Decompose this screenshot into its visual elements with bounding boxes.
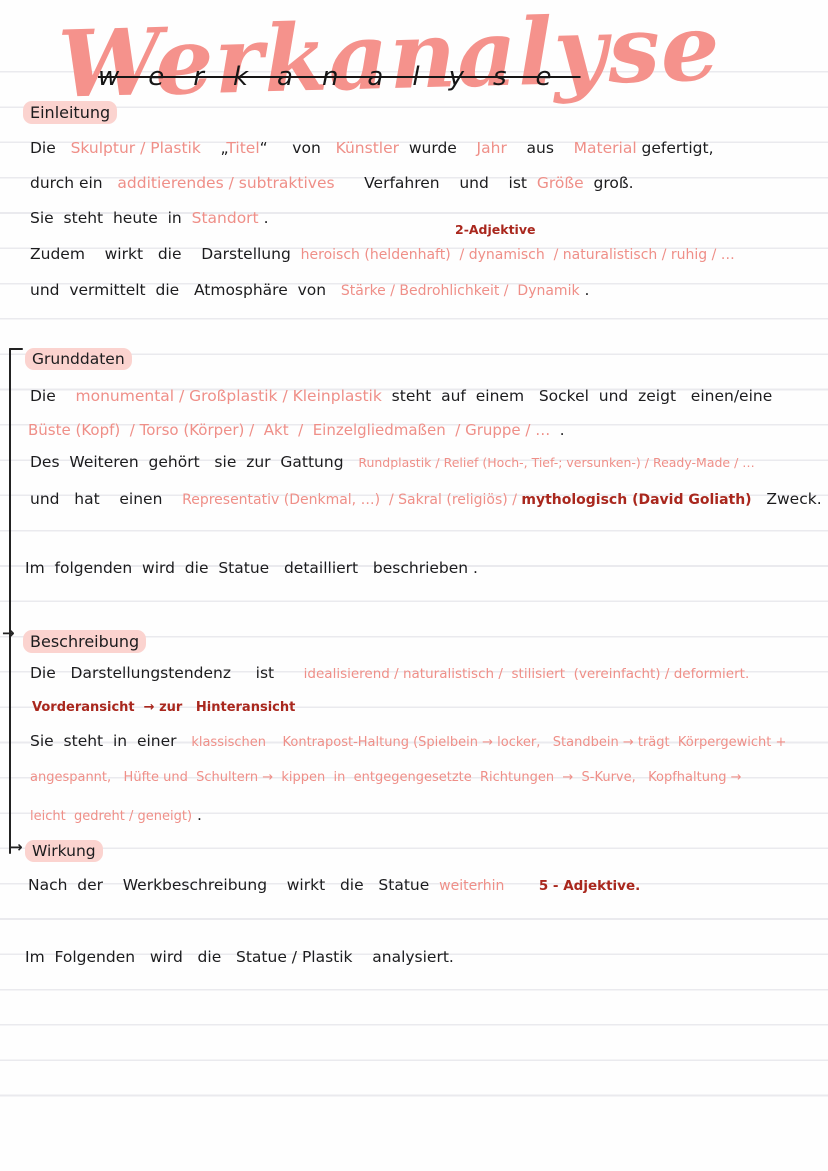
text-segment: Vorderansicht → zur Hinteransicht	[32, 700, 296, 715]
grunddaten-line-1: Die monumental / Großplastik / Kleinplas…	[30, 387, 772, 406]
section-title-beschreibung: Beschreibung	[23, 630, 147, 653]
text-segment: aus	[506, 139, 574, 157]
text-segment: gefertigt,	[636, 139, 714, 157]
label-2-adjektive: 2-Adjektive	[455, 222, 535, 238]
text-segment: und vermittelt die Atmosphäre von	[30, 281, 341, 299]
text-segment: und hat einen	[30, 490, 183, 508]
section-title-wirkung: Wirkung	[25, 840, 103, 862]
beschreibung-line-1: Die Darstellungstendenz ist idealisieren…	[30, 664, 749, 683]
text-segment: durch ein	[30, 174, 118, 192]
text-segment: Nach der Werkbeschreibung wirkt die Stat…	[28, 876, 440, 894]
text-segment: Die Darstellungstendenz ist	[30, 664, 304, 682]
text-segment: Des Weiteren gehört sie zur Gattung	[30, 453, 359, 471]
beschreibung-line-3: Sie steht in einer klassischen Kontrapos…	[30, 732, 786, 751]
text-segment: Büste (Kopf) / Torso (Körper) / Akt / Ei…	[28, 421, 551, 439]
text-segment: Standort	[191, 209, 259, 227]
beschreibung-line-4: angespannt, Hüfte und Schultern → kippen…	[30, 770, 741, 786]
einleitung-line-5: und vermittelt die Atmosphäre von Stärke…	[30, 281, 589, 301]
text-segment: heroisch (heldenhaft) / dynamisch / natu…	[300, 247, 735, 263]
text-segment: Zweck.	[751, 490, 822, 508]
text-segment: .	[579, 281, 590, 299]
text-segment: Zudem wirkt die Darstellung	[30, 245, 301, 263]
text-segment: Material	[573, 139, 637, 157]
text-segment: Titel	[226, 139, 260, 157]
section-title-einleitung: Einleitung	[23, 101, 118, 124]
text-segment: weiterhin	[439, 878, 505, 894]
section-title-grunddaten: Grunddaten	[25, 348, 132, 370]
closing-line: Im Folgenden wird die Statue / Plastik a…	[25, 948, 454, 967]
text-segment: .	[258, 209, 269, 227]
grunddaten-line-3: Des Weiteren gehört sie zur Gattung Rund…	[30, 453, 755, 472]
beschreibung-line-5: leicht gedreht / geneigt) .	[30, 806, 202, 825]
text-segment: Sie steht heute in	[30, 209, 192, 227]
text-segment: Wirkung	[25, 840, 103, 862]
text-segment: wurde	[399, 139, 477, 157]
text-segment: Im folgenden wird die Statue detailliert…	[25, 559, 478, 577]
text-segment: Skulptur / Plastik	[70, 139, 201, 157]
text-segment: idealisierend / naturalistisch / stilisi…	[303, 666, 750, 682]
text-segment: leicht gedreht / geneigt)	[30, 809, 193, 824]
ruled-lines	[0, 71, 828, 1103]
text-segment: additierendes / subtraktives	[117, 174, 335, 192]
text-segment: Im Folgenden wird die Statue / Plastik a…	[25, 948, 454, 966]
text-segment: Künstler	[335, 139, 399, 157]
text-segment: Rundplastik / Relief (Hoch-, Tief-; vers…	[358, 455, 755, 470]
text-segment: „	[200, 139, 227, 157]
einleitung-line-3: Sie steht heute in Standort .	[30, 209, 269, 228]
text-segment: steht auf einem Sockel und zeigt einen/e…	[381, 387, 773, 405]
text-segment: “ von	[259, 139, 336, 157]
text-segment: Grunddaten	[25, 348, 132, 370]
left-bracket-top-tick	[9, 348, 23, 350]
text-segment: Sie steht in einer	[30, 732, 192, 750]
page-title-bubble: Werkanalyse	[56, 0, 722, 119]
text-segment: Größe	[536, 174, 584, 192]
einleitung-line-1: Die Skulptur / Plastik „Titel“ von Künst…	[30, 139, 714, 158]
text-segment: monumental / Großplastik / Kleinplastik	[75, 387, 382, 405]
page-title-script-overlay: werkanalyse	[98, 62, 581, 92]
grunddaten-line-5: Im folgenden wird die Statue detailliert…	[25, 559, 478, 578]
text-segment: Die	[30, 387, 76, 405]
left-bracket-line	[9, 348, 11, 854]
wirkung-line-1: Nach der Werkbeschreibung wirkt die Stat…	[28, 876, 640, 896]
grunddaten-line-2: Büste (Kopf) / Torso (Körper) / Akt / Ei…	[28, 421, 565, 440]
text-segment: Beschreibung	[23, 630, 147, 653]
text-segment: Jahr	[476, 139, 507, 157]
text-segment: klassischen Kontrapost-Haltung (Spielbei…	[191, 735, 787, 750]
text-segment: Representativ (Denkmal, …) / Sakral (rel…	[182, 492, 522, 508]
text-segment: .	[550, 421, 565, 439]
text-segment: Verfahren und ist	[334, 174, 537, 192]
einleitung-line-4: Zudem wirkt die Darstellung heroisch (he…	[30, 245, 735, 265]
text-segment: Die	[30, 139, 71, 157]
text-segment: .	[192, 806, 202, 824]
wirkung-arrow-icon: →	[10, 838, 23, 856]
text-segment: Stärke / Bedrohlichkeit / Dynamik	[340, 283, 580, 299]
beschreibung-line-2: Vorderansicht → zur Hinteransicht	[32, 700, 295, 716]
einleitung-line-2: durch ein additierendes / subtraktives V…	[30, 174, 634, 193]
grunddaten-line-4: und hat einen Representativ (Denkmal, …)…	[30, 490, 822, 510]
text-segment: groß.	[583, 174, 634, 192]
text-segment: mythologisch (David Goliath)	[521, 492, 752, 508]
text-segment: 2-Adjektive	[455, 222, 536, 237]
beschreibung-arrow-icon: →	[2, 624, 15, 642]
text-segment: Einleitung	[23, 101, 118, 124]
text-segment: angespannt, Hüfte und Schultern → kippen…	[30, 770, 742, 785]
text-segment: 5 - Adjektive.	[538, 878, 641, 894]
text-segment	[504, 876, 539, 894]
